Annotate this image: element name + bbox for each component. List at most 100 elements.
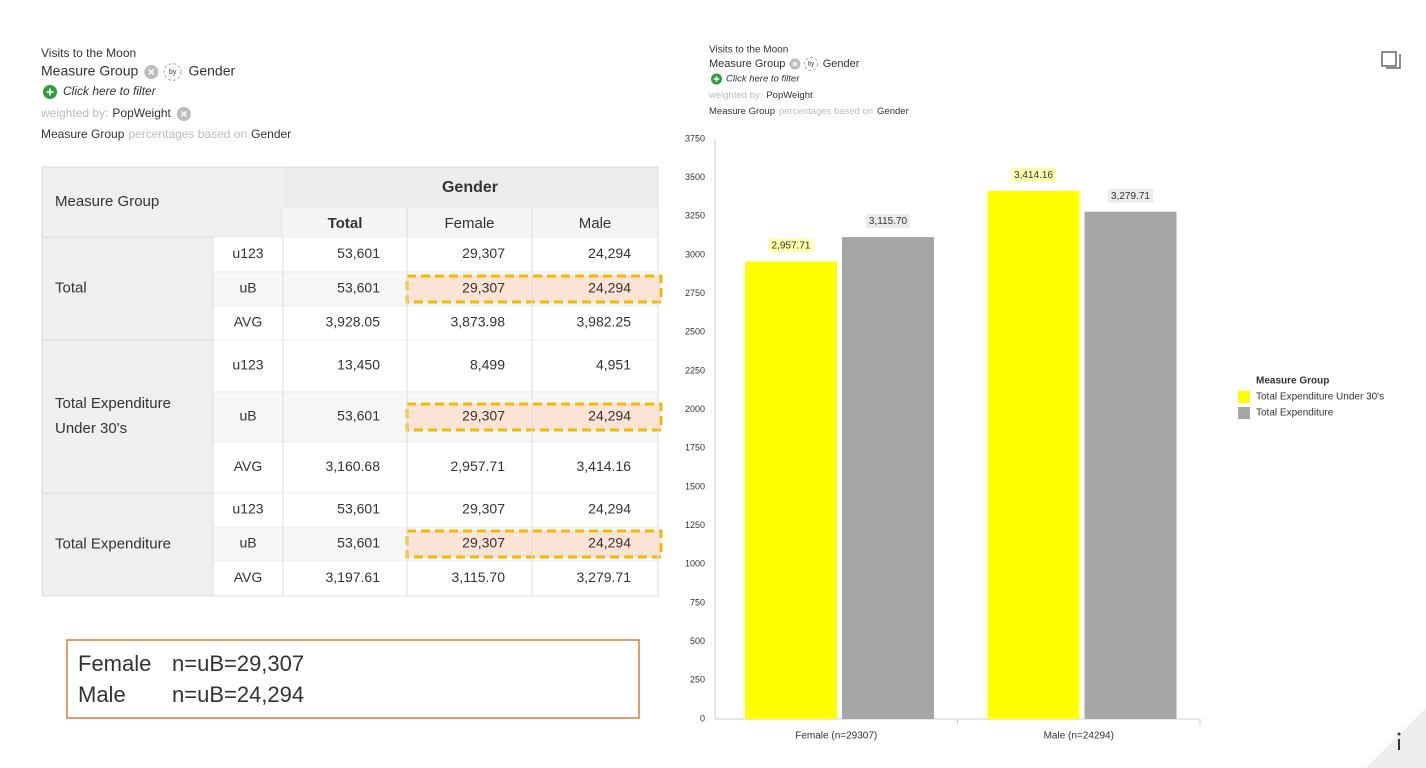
by-icon — [163, 63, 182, 81]
group-label-bg — [42, 340, 213, 493]
cell: 2,957.71 — [451, 458, 506, 474]
y-tick-label: 250 — [690, 675, 705, 685]
cell: 3,279.71 — [577, 569, 632, 585]
cell: 3,414.16 — [577, 458, 632, 474]
weight-var: PopWeight — [766, 90, 813, 101]
info-corner[interactable] — [1366, 708, 1426, 768]
stat-label: u123 — [232, 245, 263, 261]
y-tick-label: 2500 — [685, 327, 705, 337]
weighted-label: weighted by: — [708, 90, 762, 101]
filter-link[interactable]: Click here to filter — [63, 84, 157, 98]
group-label-bg — [42, 237, 213, 340]
title: Visits to the Moon — [709, 45, 788, 56]
row-var: Measure Group — [41, 63, 138, 79]
group-label-line: Total Expenditure — [55, 535, 171, 552]
cell: 53,601 — [337, 280, 380, 296]
value-label: 3,279.71 — [1111, 191, 1150, 202]
add-filter-icon[interactable] — [711, 73, 722, 85]
add-filter-plus — [46, 88, 54, 96]
value-label: 3,414.16 — [1014, 170, 1053, 181]
bar — [987, 190, 1080, 720]
x-tick-label: Male (n=24294) — [1044, 731, 1114, 742]
cell: 53,601 — [337, 408, 380, 424]
y-tick-label: 1000 — [685, 559, 705, 569]
group-label-bg — [42, 493, 213, 596]
cell: 4,951 — [596, 357, 631, 373]
cell: 29,307 — [462, 408, 505, 424]
stat-label: uB — [239, 280, 256, 296]
pct-col: Gender — [877, 106, 909, 117]
stat-label: AVG — [234, 458, 263, 474]
value-label-bg — [768, 238, 814, 253]
cell: 13,450 — [337, 357, 380, 373]
table-corner-bg — [42, 167, 283, 237]
add-filter-icon[interactable] — [43, 85, 57, 99]
legend-swatch — [1238, 391, 1250, 403]
remove-icon[interactable] — [176, 107, 191, 121]
row-bg — [213, 237, 658, 272]
stat-label: uB — [239, 408, 256, 424]
columns-bg — [283, 208, 658, 237]
row-var: Measure Group — [709, 58, 785, 70]
percent-line: Measure Group percentages based on Gender — [709, 106, 909, 117]
weighted-label: weighted by: — [40, 106, 108, 120]
cell: 24,294 — [588, 280, 631, 296]
cell: 29,307 — [462, 535, 505, 551]
group-label: Total Expenditure — [55, 535, 171, 552]
percent-line: Measure Group percentages based on Gender — [41, 127, 291, 141]
legend-swatch — [1238, 407, 1250, 419]
cell: 8,499 — [470, 357, 505, 373]
group-label-line: Total — [55, 279, 87, 296]
cell: 24,294 — [588, 245, 631, 261]
value-label-bg — [1011, 167, 1056, 182]
bar — [745, 261, 837, 719]
y-tick-label: 1500 — [685, 481, 705, 491]
legend-label: Total Expenditure Under 30's — [1256, 392, 1384, 403]
y-tick-label: 500 — [690, 636, 705, 646]
popout-icon[interactable] — [1381, 51, 1401, 69]
add-filter-plus — [713, 76, 720, 82]
y-tick-label: 3750 — [685, 133, 705, 143]
column-group: Gender — [442, 179, 498, 196]
stat-label: u123 — [232, 357, 263, 373]
pct-row: Measure Group — [709, 106, 775, 117]
highlight-box — [405, 274, 663, 304]
cell: 24,294 — [588, 535, 631, 551]
row-bg — [213, 493, 658, 527]
group-label: Total Expenditure Under 30's — [55, 395, 171, 437]
cell: 3,873.98 — [451, 314, 506, 330]
remove-icon[interactable] — [789, 58, 801, 70]
value-label-bg — [1108, 188, 1153, 203]
y-tick-label: 750 — [690, 597, 705, 607]
value-label: 3,115.70 — [869, 216, 908, 227]
remove-icon[interactable] — [144, 65, 159, 79]
x-tick-label: Female (n=29307) — [795, 731, 877, 742]
pct-text: percentages based on — [128, 127, 247, 141]
y-tick-label: 3000 — [685, 249, 705, 259]
filter-link[interactable]: Click here to filter — [726, 74, 800, 85]
cell: 53,601 — [337, 535, 380, 551]
cell: 3,197.61 — [326, 569, 381, 585]
column-header: Female — [444, 215, 494, 232]
note-text: n=uB=24,294 — [172, 682, 304, 707]
stat-label: u123 — [232, 501, 263, 517]
legend-title: Measure Group — [1256, 376, 1329, 387]
y-tick-label: 0 — [700, 713, 705, 723]
row-bg — [213, 340, 658, 392]
remove-icon-x — [180, 111, 187, 117]
y-tick-label: 2000 — [685, 404, 705, 414]
remove-icon-x — [148, 69, 155, 75]
column-header: Male — [579, 215, 612, 232]
table-corner: Measure Group — [55, 193, 159, 210]
cell: 29,307 — [462, 501, 505, 517]
row-bg — [213, 561, 658, 596]
cell: 3,115.70 — [452, 569, 506, 585]
group-label: Total — [55, 279, 87, 296]
row-bg — [213, 306, 658, 340]
title: Visits to the Moon — [41, 46, 136, 60]
col-var: Gender — [823, 58, 860, 70]
stat-label: uB — [239, 535, 256, 551]
stat-label: AVG — [234, 314, 263, 330]
value-label: 2,957.71 — [772, 241, 811, 252]
note-label: Male — [78, 682, 126, 707]
